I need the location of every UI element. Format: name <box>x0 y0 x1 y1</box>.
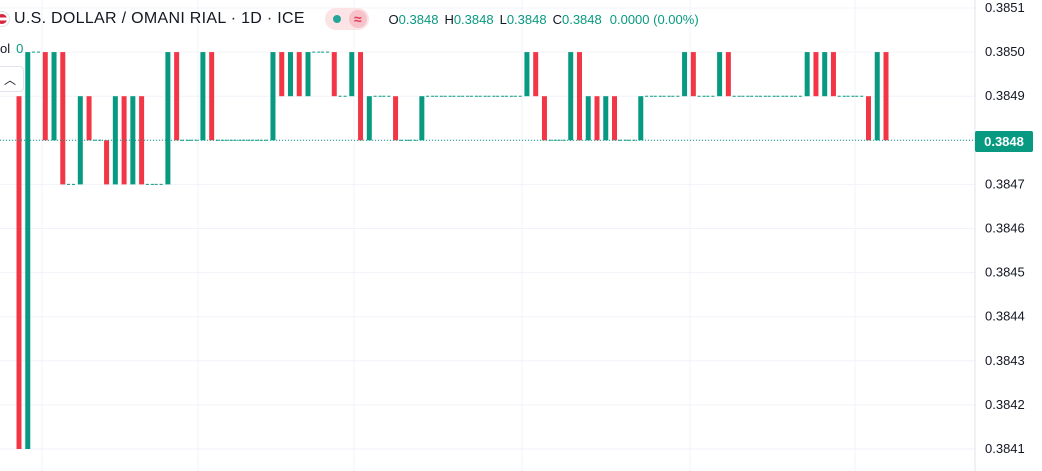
candle-up <box>25 52 31 449</box>
candle-down <box>725 52 731 97</box>
candle-up <box>568 52 574 141</box>
candle-up <box>349 52 355 97</box>
candle-down <box>865 96 871 141</box>
chart-legend: U.S. DOLLAR / OMANI RIAL · 1D · ICE ≈ O … <box>0 8 699 30</box>
candle-up <box>77 96 83 185</box>
candle-down <box>296 52 302 97</box>
last-price-label: 0.3848 <box>975 131 1033 152</box>
candle-up <box>366 96 372 141</box>
candle-down <box>209 52 215 141</box>
candle-up <box>165 52 171 185</box>
open-value: 0.3848 <box>398 11 439 27</box>
price-tick-label: 0.3841 <box>985 441 1025 456</box>
candle-down <box>690 52 696 97</box>
candle-down <box>331 52 337 97</box>
candle-up <box>287 52 293 97</box>
flag-icon <box>0 11 10 27</box>
price-tick-label: 0.3846 <box>985 221 1025 236</box>
candle-down <box>576 52 582 141</box>
candle-up <box>603 96 609 141</box>
price-axis[interactable]: 0.3851 0.3850 0.3849 0.3847 0.3846 0.3845 0.38… <box>974 0 1025 471</box>
low-label: L <box>499 11 507 27</box>
volume-label: ol <box>0 41 11 56</box>
close-value: 0.3848 <box>561 11 602 27</box>
market-open-icon <box>332 15 341 23</box>
candle-down <box>883 52 889 141</box>
price-tick-label: 0.3851 <box>985 0 1025 15</box>
candle-down <box>121 96 127 185</box>
candle-up <box>638 96 644 141</box>
change-value: 0.0000 (0.00%) <box>609 11 699 27</box>
candle-down <box>612 96 618 141</box>
wave-approx-icon[interactable]: ≈ <box>348 10 367 28</box>
low-value: 0.3848 <box>506 11 547 27</box>
candle-up <box>874 52 880 141</box>
volume-value: 0 <box>16 41 24 56</box>
grid <box>0 0 975 471</box>
candle-down <box>594 96 600 141</box>
candle-down <box>42 52 48 141</box>
price-tick-label: 0.3842 <box>985 397 1025 412</box>
collapse-legend-button[interactable]: ︿ <box>0 66 24 92</box>
candle-down <box>533 52 539 97</box>
candle-down <box>813 52 819 97</box>
candle-up <box>305 52 311 97</box>
candle-down <box>830 52 836 97</box>
symbol-title[interactable]: U.S. DOLLAR / OMANI RIAL · 1D · ICE <box>14 10 305 27</box>
price-tick-label: 0.3845 <box>985 265 1025 280</box>
candle-up <box>585 96 591 141</box>
candle-down <box>358 52 364 141</box>
candle-up <box>270 52 276 141</box>
chevron-up-icon: ︿ <box>3 72 16 87</box>
high-value: 0.3848 <box>453 11 494 27</box>
price-tick-label: 0.3844 <box>985 309 1025 324</box>
candle-up <box>51 52 57 141</box>
volume-legend: ol 0 <box>0 41 23 56</box>
candle-down <box>541 96 547 141</box>
price-tick-label: 0.3849 <box>985 88 1025 103</box>
candle-down <box>279 52 285 97</box>
ohlc-values: O 0.3848 H 0.3848 L 0.3848 C 0.3848 0.00… <box>389 12 699 27</box>
candle-up <box>112 96 118 185</box>
status-pill[interactable]: ≈ <box>324 8 369 30</box>
candle-up <box>804 52 810 97</box>
candle-up <box>717 52 723 97</box>
high-label: H <box>444 11 454 27</box>
open-label: O <box>388 11 399 27</box>
price-tick-label: 0.3850 <box>985 44 1025 59</box>
close-label: C <box>552 11 562 27</box>
candle-up <box>524 52 530 97</box>
candle-down <box>60 52 66 185</box>
candle-down <box>393 96 399 141</box>
candle-up <box>200 52 206 141</box>
candles <box>16 51 889 449</box>
candle-up <box>822 52 828 97</box>
candle-up <box>682 52 688 97</box>
price-tick-label: 0.3847 <box>985 176 1025 191</box>
candle-down <box>86 96 92 141</box>
candle-up <box>419 96 425 141</box>
candle-down <box>16 96 22 449</box>
price-tick-label: 0.3843 <box>985 353 1025 368</box>
candle-down <box>174 52 180 141</box>
candle-down <box>104 140 110 185</box>
